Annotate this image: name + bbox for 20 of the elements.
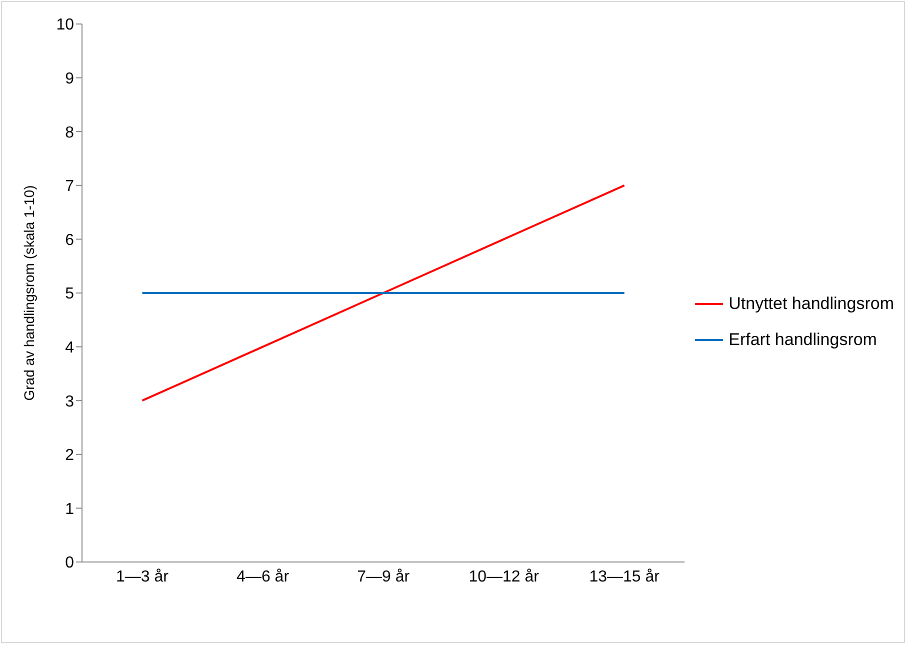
x-tick-label: 1—3 år <box>116 568 170 586</box>
y-tick-label: 8 <box>65 124 74 142</box>
y-tick-label: 10 <box>56 16 74 34</box>
y-tick-label: 7 <box>65 178 74 196</box>
legend-label: Utnyttet handlingsrom <box>728 294 894 314</box>
x-tick-label: 4—6 år <box>236 568 290 586</box>
y-axis-title: Grad av handlingsrom (skala 1-10) <box>20 185 37 401</box>
y-tick-label: 3 <box>65 393 74 410</box>
y-tick-label: 6 <box>65 232 74 249</box>
legend-label: Erfart handlingsrom <box>728 330 877 350</box>
x-tick-label: 10—12 år <box>468 568 540 586</box>
y-tick-label: 0 <box>65 554 74 572</box>
y-tick-label: 1 <box>65 500 74 518</box>
line-series <box>141 184 626 402</box>
x-tick-label: 7—9 år <box>357 568 410 586</box>
y-tick-label: 9 <box>65 70 74 88</box>
y-tick-label: 4 <box>65 339 74 356</box>
y-tick-label: 5 <box>65 286 74 303</box>
x-tick-label: 13—15 år <box>589 568 660 586</box>
y-tick-label: 2 <box>65 447 74 464</box>
